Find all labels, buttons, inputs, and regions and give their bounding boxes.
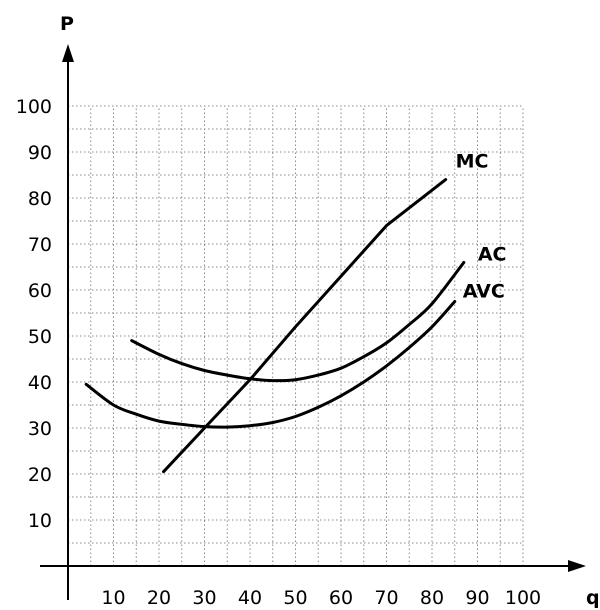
x-axis-arrowhead — [568, 560, 586, 572]
grid — [68, 105, 524, 566]
x-tick-label: 100 — [505, 587, 541, 609]
y-tick-label: 70 — [28, 234, 52, 256]
y-tick-label: 40 — [28, 372, 52, 394]
x-tick-label: 90 — [465, 587, 489, 609]
x-tick-label: 20 — [147, 587, 171, 609]
y-tick-label: 80 — [28, 188, 52, 210]
y-tick-label: 60 — [28, 280, 52, 302]
y-tick-label: 30 — [28, 418, 52, 440]
avc-label: AVC — [463, 281, 505, 303]
x-axis-title: q — [586, 587, 600, 609]
x-tick-label: 40 — [238, 587, 262, 609]
x-tick-label: 70 — [374, 587, 398, 609]
mc-label: MC — [456, 151, 489, 173]
tick-labels: 10 20 30 40 50 60 70 80 90 100 10 20 30 40 50 60 70 80 90 1… — [16, 96, 541, 609]
x-tick-label: 10 — [101, 587, 125, 609]
curve-labels: MC AC AVC — [456, 151, 507, 303]
y-tick-label: 20 — [28, 464, 52, 486]
y-axis-arrowhead — [62, 44, 74, 62]
y-tick-label: 50 — [28, 326, 52, 348]
x-tick-label: 60 — [329, 587, 353, 609]
ac-curve — [130, 260, 466, 383]
avc-curve — [84, 300, 457, 429]
x-tick-label: 80 — [420, 587, 444, 609]
y-tick-label: 10 — [28, 510, 52, 532]
x-tick-label: 30 — [192, 587, 216, 609]
axes — [40, 44, 586, 600]
ac-label: AC — [478, 243, 507, 265]
y-axis-title: P — [60, 13, 74, 35]
y-tick-label: 90 — [28, 142, 52, 164]
y-tick-label: 100 — [16, 96, 52, 118]
curves — [84, 178, 466, 474]
x-tick-label: 50 — [283, 587, 307, 609]
